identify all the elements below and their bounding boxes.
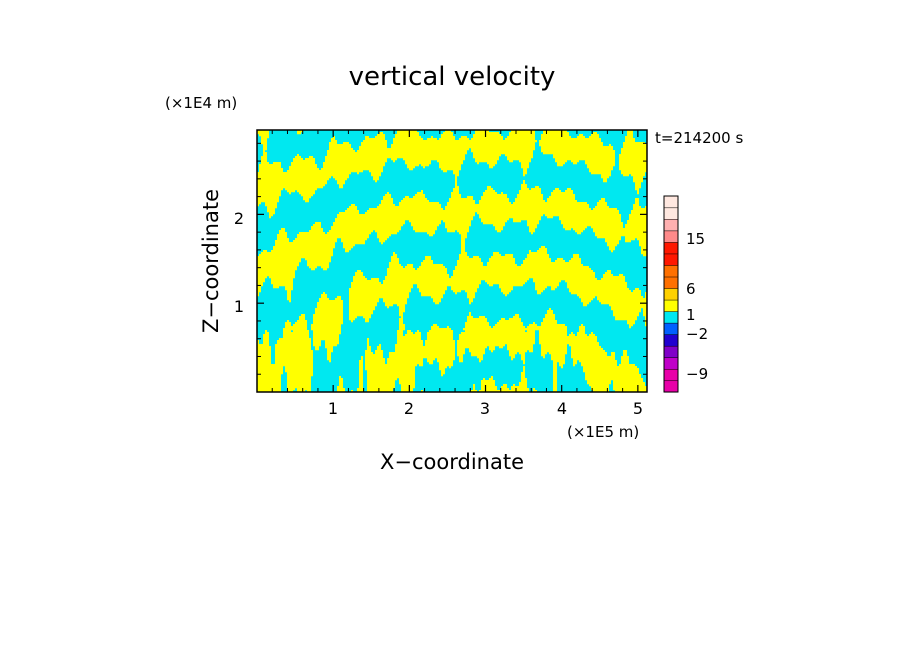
colorbar-band-4 [663, 345, 679, 358]
y-tick-label-2: 2 [234, 209, 244, 228]
colorbar-label-minus2: −2 [686, 325, 708, 343]
colorbar-band-11 [663, 264, 679, 278]
colorbar-band-2 [663, 368, 679, 382]
colorbar-label-1: 1 [686, 306, 696, 324]
colorbar-band-17 [663, 195, 679, 209]
colorbar-frame [663, 195, 679, 393]
colorbar-label-15: 15 [686, 230, 705, 248]
colorbar-band-10 [663, 276, 679, 289]
colorbar-label-6: 6 [686, 280, 696, 298]
x-axis-unit: (×1E5 m) [567, 423, 639, 441]
colorbar-band-5 [663, 334, 679, 347]
colorbar-band-6 [663, 322, 679, 335]
colorbar-band-9 [663, 287, 679, 301]
x-tick-label-3: 3 [480, 399, 490, 418]
colorbar-band-16 [663, 207, 679, 220]
y-axis-ticks [257, 142, 647, 375]
y-axis-label: Z−coordinate [199, 189, 223, 333]
chart-title: vertical velocity [349, 62, 556, 92]
colorbar-band-3 [663, 357, 679, 370]
colorbar-band-7 [663, 311, 679, 324]
positive-velocity-region [257, 130, 647, 392]
x-tick-label-5: 5 [633, 399, 643, 418]
plot-frame [256, 129, 648, 393]
y-tick-label-1: 1 [234, 297, 244, 316]
x-axis-ticks [271, 130, 639, 392]
velocity-field [257, 130, 647, 392]
time-label: t=214200 s [655, 129, 743, 147]
x-tick-label-2: 2 [404, 399, 414, 418]
colorbar-band-12 [663, 253, 679, 266]
colorbar-band-1 [663, 380, 679, 393]
x-tick-label-1: 1 [328, 399, 338, 418]
x-tick-label-4: 4 [557, 399, 567, 418]
colorbar-band-13 [663, 241, 679, 255]
colorbar-label-minus9: −9 [686, 365, 708, 383]
colorbar [663, 195, 679, 393]
x-axis-label: X−coordinate [380, 450, 524, 474]
colorbar-band-15 [663, 218, 679, 232]
y-axis-unit: (×1E4 m) [165, 94, 237, 112]
colorbar-band-8 [663, 299, 679, 312]
colorbar-band-14 [663, 230, 679, 243]
